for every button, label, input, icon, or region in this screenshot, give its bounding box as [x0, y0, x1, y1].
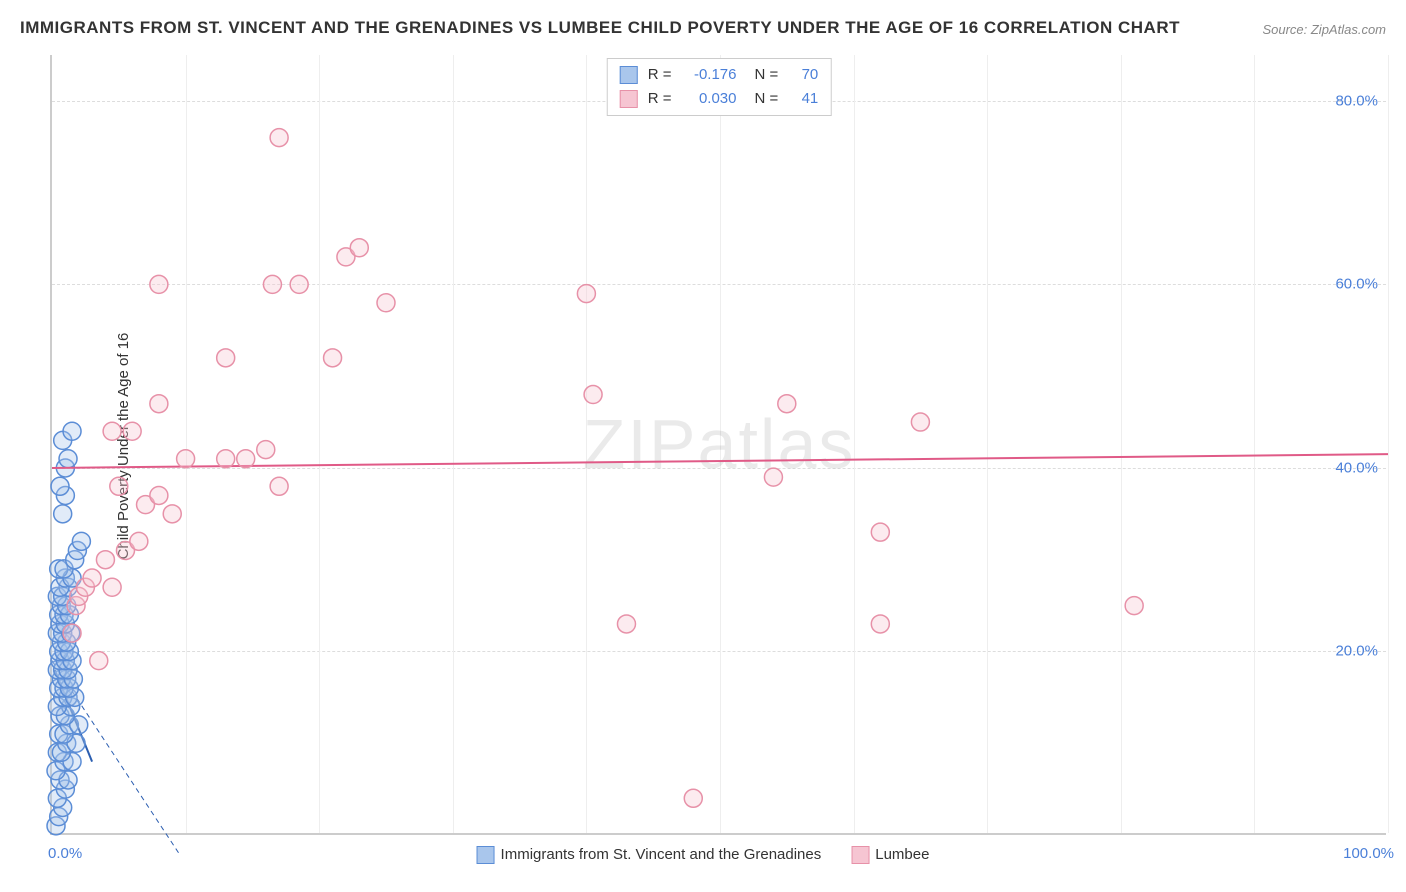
chart-plot-area: ZIPatlas R =-0.176N =70R =0.030N =41 20.… [50, 55, 1386, 835]
n-label: N = [755, 63, 779, 87]
r-value: -0.176 [682, 63, 737, 87]
corr-legend-row: R = -0.176 N = 70 [620, 63, 819, 87]
data-point [290, 275, 308, 293]
data-point [237, 450, 255, 468]
data-point [150, 275, 168, 293]
legend-item: Immigrants from St. Vincent and the Gren… [477, 846, 822, 864]
data-point [263, 275, 281, 293]
scatter-plot-svg [52, 55, 1386, 833]
data-point [617, 615, 635, 633]
data-point [324, 349, 342, 367]
r-label: R = [648, 87, 672, 111]
data-point [83, 569, 101, 587]
data-point [110, 477, 128, 495]
x-tick-left: 0.0% [48, 845, 82, 862]
data-point [72, 532, 90, 550]
data-point [270, 129, 288, 147]
n-label: N = [755, 87, 779, 111]
data-point [778, 395, 796, 413]
data-point [103, 578, 121, 596]
data-point [90, 652, 108, 670]
data-point [63, 422, 81, 440]
data-point [54, 505, 72, 523]
chart-title: IMMIGRANTS FROM ST. VINCENT AND THE GREN… [20, 18, 1180, 38]
data-point [63, 624, 81, 642]
gridline-v [1388, 55, 1389, 833]
legend-label: Immigrants from St. Vincent and the Gren… [501, 846, 822, 863]
data-point [130, 532, 148, 550]
data-point [150, 486, 168, 504]
data-point [270, 477, 288, 495]
data-point [217, 349, 235, 367]
data-point [350, 239, 368, 257]
data-point [377, 294, 395, 312]
data-point [911, 413, 929, 431]
data-point [871, 615, 889, 633]
source-credit: Source: ZipAtlas.com [1262, 22, 1386, 37]
data-point [59, 450, 77, 468]
data-point [257, 441, 275, 459]
series-legend: Immigrants from St. Vincent and the Gren… [477, 846, 930, 864]
x-tick-right: 100.0% [1343, 845, 1394, 862]
n-value: 41 [788, 87, 818, 111]
y-tick-label: 20.0% [1335, 643, 1378, 660]
data-point [150, 395, 168, 413]
r-value: 0.030 [682, 87, 737, 111]
data-point [584, 386, 602, 404]
corr-legend-row: R = 0.030 N = 41 [620, 87, 819, 111]
y-tick-label: 40.0% [1335, 459, 1378, 476]
data-point [163, 505, 181, 523]
data-point [96, 551, 114, 569]
data-point [177, 450, 195, 468]
y-tick-label: 60.0% [1335, 276, 1378, 293]
legend-swatch [620, 90, 638, 108]
data-point [871, 523, 889, 541]
data-point [217, 450, 235, 468]
data-point [51, 477, 69, 495]
r-label: R = [648, 63, 672, 87]
n-value: 70 [788, 63, 818, 87]
legend-item: Lumbee [851, 846, 929, 864]
data-point [103, 422, 121, 440]
legend-swatch [477, 846, 495, 864]
data-point [123, 422, 141, 440]
legend-swatch [620, 66, 638, 84]
legend-swatch [851, 846, 869, 864]
legend-label: Lumbee [875, 846, 929, 863]
data-point [577, 285, 595, 303]
data-point [1125, 597, 1143, 615]
data-point [764, 468, 782, 486]
y-tick-label: 80.0% [1335, 92, 1378, 109]
correlation-legend: R = -0.176 N = 70 R = 0.030 N = 41 [607, 58, 832, 116]
data-point [684, 789, 702, 807]
